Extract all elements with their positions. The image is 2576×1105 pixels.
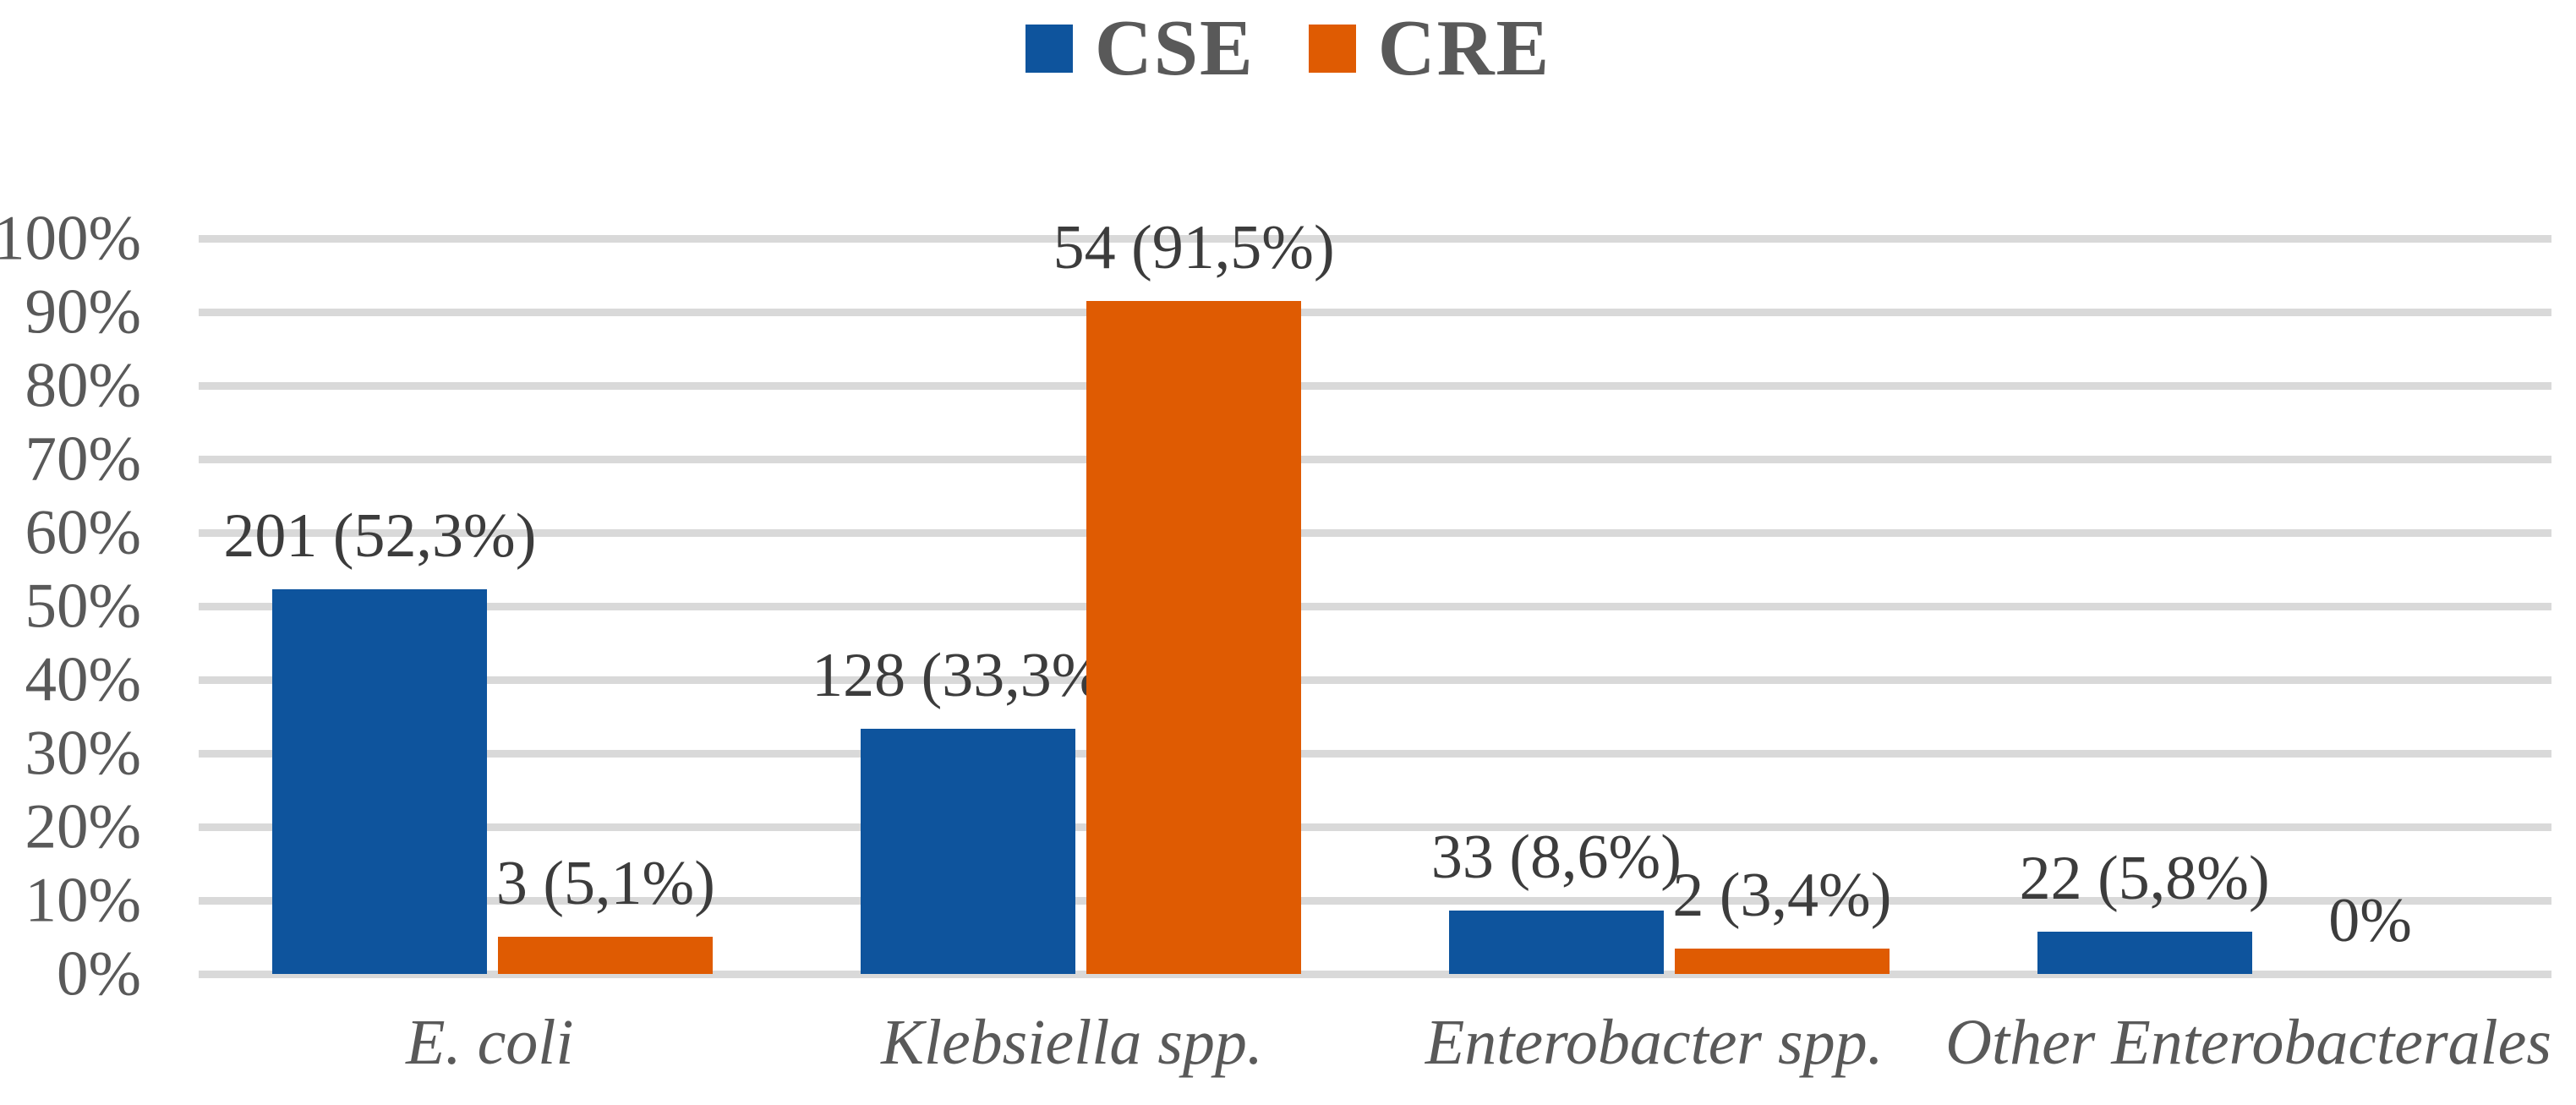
legend-label-cre: CRE	[1377, 4, 1551, 92]
gridline-40	[199, 676, 2551, 684]
y-tick-label-80: 80%	[25, 350, 141, 421]
y-tick-label-60: 60%	[25, 497, 141, 568]
bar-group-e-coli: 201 (52,3%) 3 (5,1%)	[199, 238, 787, 974]
bar-cse-e-coli	[272, 589, 488, 974]
gridline-100	[199, 235, 2551, 243]
bar-group-other-enterobacterales: 22 (5,8%) 0%	[1963, 238, 2551, 974]
bar-cre-e-coli	[498, 936, 714, 974]
x-axis-label-klebsiella-spp: Klebsiella spp.	[881, 1007, 1263, 1078]
x-axis: E. coli Klebsiella spp. Enterobacter spp. O…	[199, 1007, 2551, 1079]
legend-swatch-cre	[1308, 24, 1356, 73]
bar-slot-cre-klebsiella-spp: 54 (91,5%)	[1053, 216, 1335, 974]
bar-label-cre-klebsiella-spp: 54 (91,5%)	[1053, 212, 1335, 282]
bar-label-cre-other-enterobacterales: 0%	[2328, 886, 2412, 955]
y-tick-label-100: 100%	[0, 203, 141, 274]
bar-group-enterobacter-spp: 33 (8,6%) 2 (3,4%)	[1376, 238, 1964, 974]
bar-label-cre-e-coli: 3 (5,1%)	[495, 848, 715, 918]
bar-slot-cse-enterobacter-spp: 33 (8,6%)	[1431, 238, 1682, 974]
bar-cse-klebsiella-spp	[861, 729, 1076, 974]
bar-cse-other-enterobacterales	[2037, 931, 2252, 974]
y-tick-label-30: 30%	[25, 718, 141, 789]
bar-cre-enterobacter-spp	[1674, 949, 1890, 974]
bar-slot-cse-other-enterobacterales: 22 (5,8%)	[2020, 238, 2270, 974]
plot-area: 201 (52,3%) 3 (5,1%) 128 (33,3%) 54 (91,5%)…	[199, 216, 2551, 978]
bar-slot-cre-other-enterobacterales: 0%	[2263, 238, 2478, 974]
bar-label-cse-e-coli: 201 (52,3%)	[223, 501, 537, 571]
gridline-70	[199, 456, 2551, 463]
legend-label-cse: CSE	[1094, 4, 1255, 92]
gridline-0	[199, 971, 2551, 978]
gridline-90	[199, 309, 2551, 316]
y-tick-label-50: 50%	[25, 571, 141, 642]
y-tick-label-0: 0%	[57, 938, 141, 1009]
bar-label-cre-enterobacter-spp: 2 (3,4%)	[1672, 861, 1892, 931]
y-tick-label-20: 20%	[25, 791, 141, 862]
chart-legend: CSE CRE	[0, 8, 2576, 88]
bar-slot-cse-e-coli: 201 (52,3%)	[223, 238, 536, 974]
x-axis-label-other-enterobacterales: Other Enterobacterales	[1945, 1007, 2551, 1078]
gridline-30	[199, 750, 2551, 758]
legend-swatch-cse	[1025, 24, 1073, 73]
bar-slot-cre-enterobacter-spp: 2 (3,4%)	[1672, 238, 1892, 974]
gridline-50	[199, 603, 2551, 610]
legend-item-cse: CSE	[1025, 8, 1255, 88]
y-tick-label-70: 70%	[25, 424, 141, 495]
bar-cre-klebsiella-spp	[1086, 300, 1302, 974]
bar-slot-cre-e-coli: 3 (5,1%)	[495, 238, 715, 974]
bar-slot-cse-klebsiella-spp: 128 (33,3%)	[812, 238, 1124, 974]
gridline-80	[199, 382, 2551, 390]
y-tick-label-10: 10%	[25, 865, 141, 936]
x-axis-label-enterobacter-spp: Enterobacter spp.	[1425, 1007, 1884, 1078]
gridline-10	[199, 897, 2551, 905]
y-tick-label-40: 40%	[25, 644, 141, 715]
gridline-60	[199, 529, 2551, 537]
bar-label-cse-enterobacter-spp: 33 (8,6%)	[1430, 823, 1682, 893]
y-tick-label-90: 90%	[25, 276, 141, 347]
legend-item-cre: CRE	[1308, 4, 1551, 92]
gridline-20	[199, 823, 2551, 831]
bar-cse-enterobacter-spp	[1448, 911, 1664, 974]
x-axis-label-e-coli: E. coli	[406, 1007, 574, 1078]
bar-label-cse-klebsiella-spp: 128 (33,3%)	[812, 641, 1125, 711]
bar-groups: 201 (52,3%) 3 (5,1%) 128 (33,3%) 54 (91,5%)…	[199, 216, 2551, 974]
bar-group-klebsiella-spp: 128 (33,3%) 54 (91,5%)	[787, 216, 1376, 974]
y-axis: 0% 10% 20% 30% 40% 50% 60% 70% 80% 90% 100%	[0, 207, 141, 1006]
bar-label-cse-other-enterobacterales: 22 (5,8%)	[2019, 843, 2270, 913]
